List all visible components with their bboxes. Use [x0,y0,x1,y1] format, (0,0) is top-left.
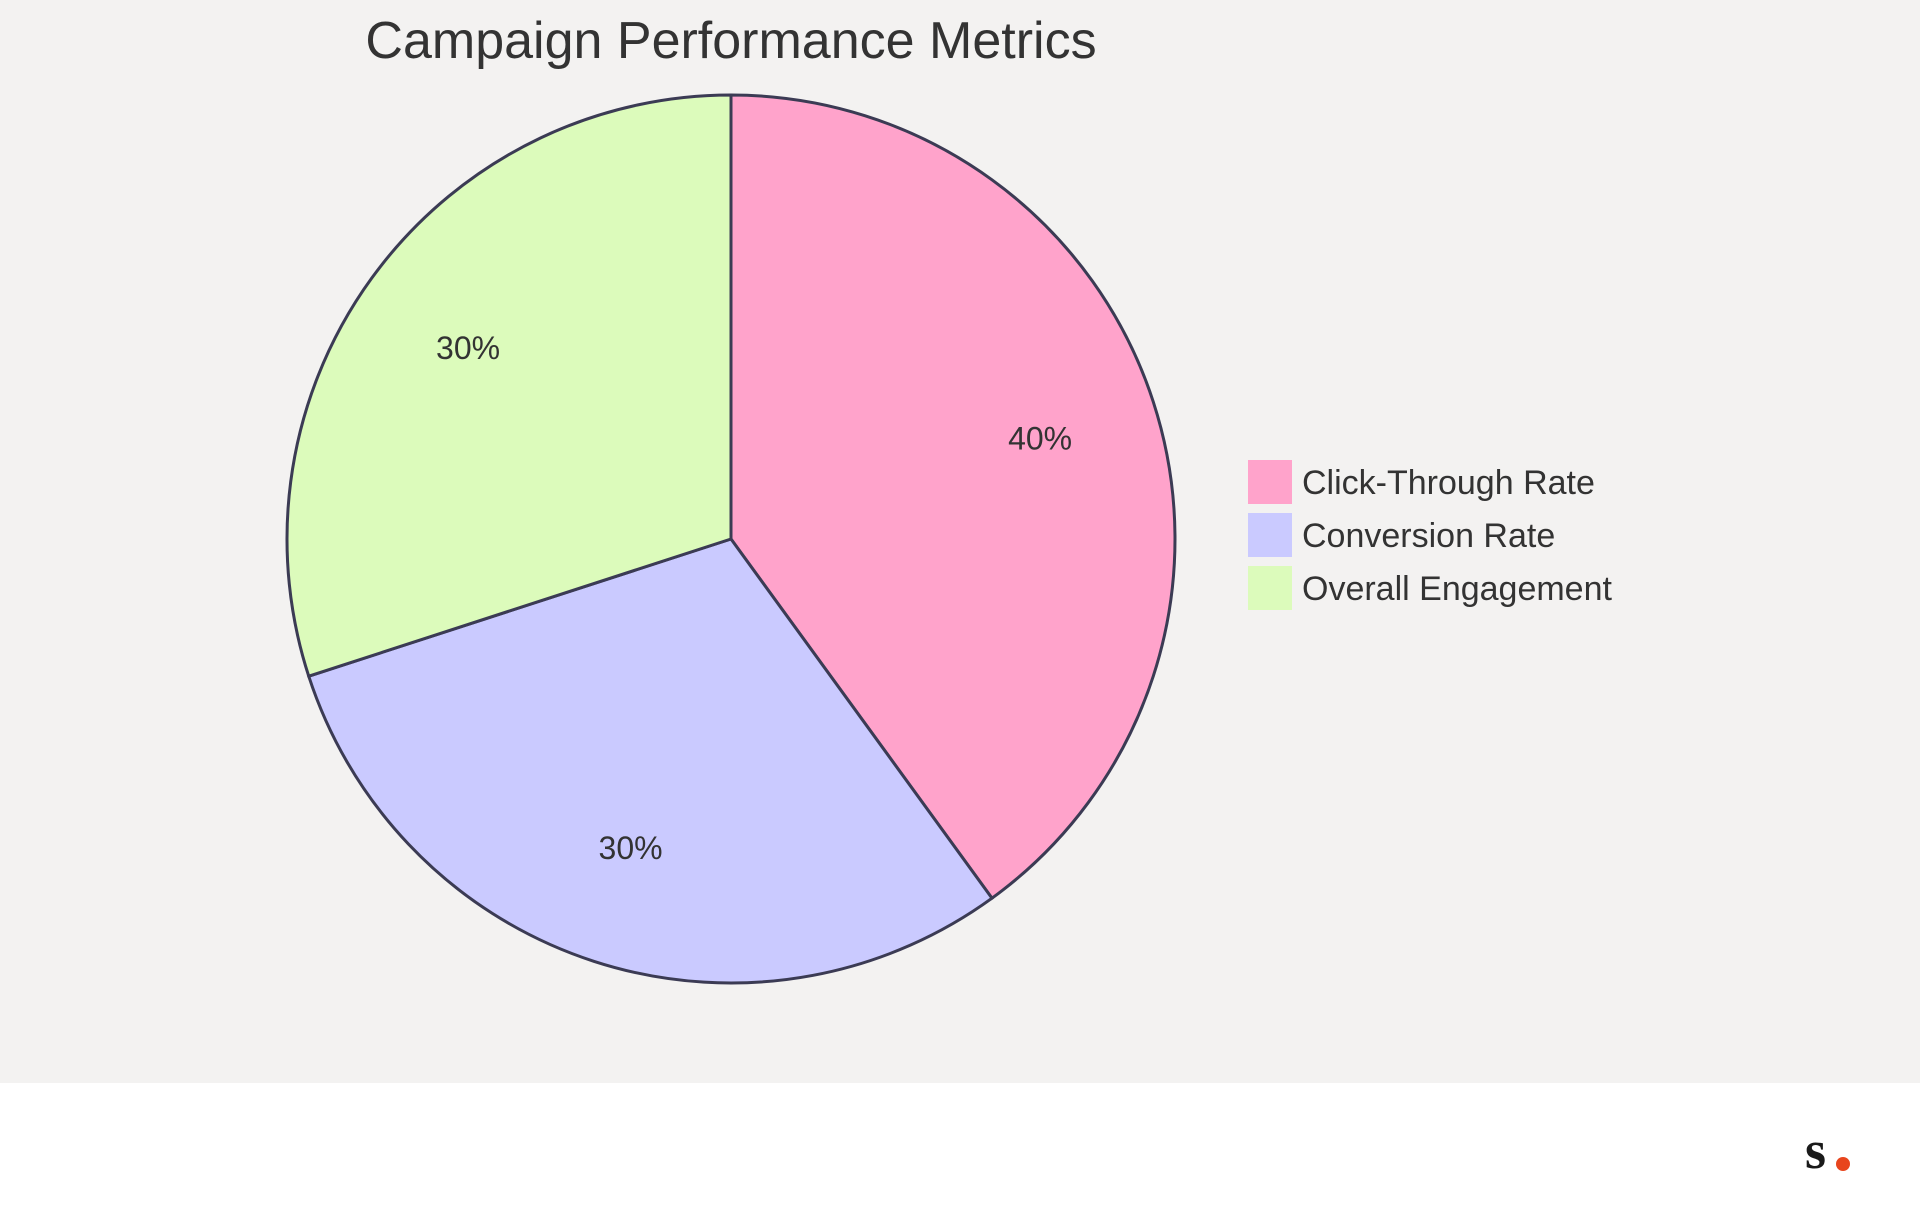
brand-logo-dot [1836,1157,1850,1171]
pie-slices [285,93,1177,985]
legend-label: Overall Engagement [1302,570,1613,608]
pie-slice-overall-engagement [285,93,733,679]
brand-logo: s [1805,1120,1865,1180]
pie-slice-labels: 40% 30% 30% [436,330,1072,866]
legend-swatch [1248,513,1292,557]
legend-swatch [1248,460,1292,504]
legend: Click-Through Rate Conversion Rate Overall… [1248,460,1613,610]
slice-value-label: 40% [1008,421,1072,457]
brand-logo-icon: s [1805,1120,1850,1180]
slice-value-label: 30% [599,830,663,866]
pie-slice-click-through-rate [729,93,1177,901]
brand-logo-letter: s [1805,1128,1826,1178]
legend-label: Click-Through Rate [1302,464,1595,502]
legend-label: Conversion Rate [1302,517,1555,555]
slice-value-label: 30% [436,330,500,366]
pie-slice-conversion-rate [306,537,995,985]
chart-title: Campaign Performance Metrics [365,12,1096,70]
chart-panel: Campaign Performance Metrics 40% 30% 30% C… [0,0,1920,1083]
pie-chart: Campaign Performance Metrics 40% 30% 30% C… [285,12,1613,985]
legend-swatch [1248,566,1292,610]
